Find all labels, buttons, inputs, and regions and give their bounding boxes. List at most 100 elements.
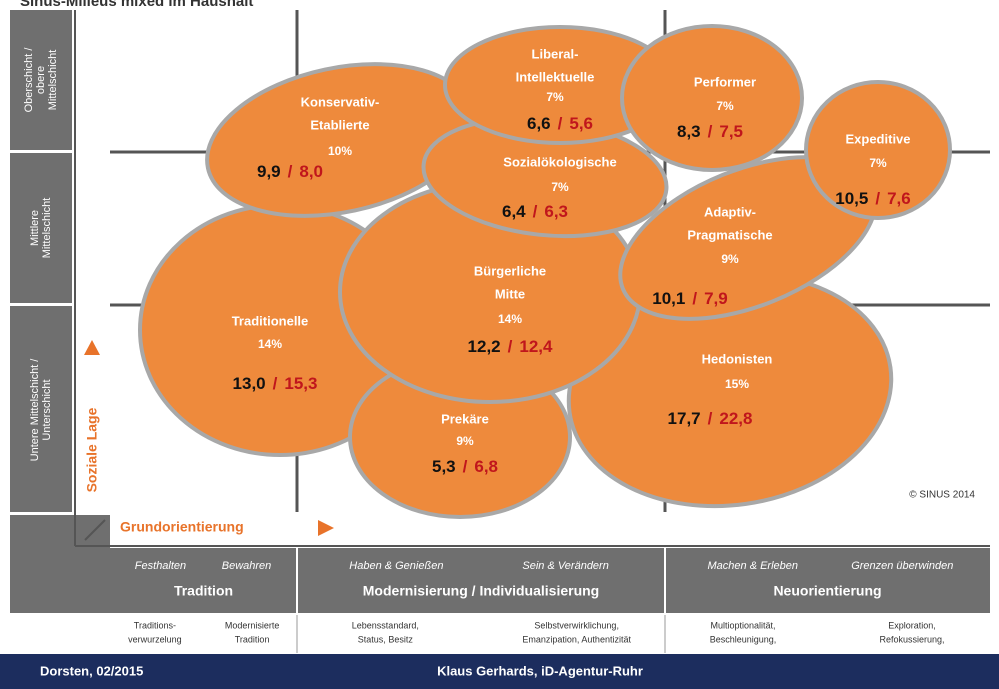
column-note: Emanzipation, Authentizität [522,634,631,644]
column-title: Neuorientierung [773,583,881,599]
milieu-values: 12,2 / 12,4 [468,337,553,356]
column-note: Exploration, [888,620,936,630]
milieu-name: Expeditive [845,131,910,146]
value-b: 6,3 [544,202,568,221]
separator: / [463,457,468,476]
milieu-share: 15% [725,377,749,391]
x-axis-label: Grundorientierung [120,519,244,535]
separator: / [288,162,293,181]
value-a: 10,1 [652,289,685,308]
column-note: verwurzelung [128,634,182,644]
value-b: 6,8 [474,457,498,476]
value-b: 15,3 [284,374,317,393]
milieu-values: 6,4 / 6,3 [502,202,568,221]
row-box [10,153,72,303]
column-note: Lebensstandard, [352,620,419,630]
column-title: Tradition [174,583,233,599]
column-subtitle: Sein & Verändern [522,560,608,572]
column-subtitle: Festhalten [135,560,186,572]
value-b: 5,6 [569,114,593,133]
milieu-values: 17,7 / 22,8 [668,409,753,428]
separator: / [533,202,538,221]
milieu-name: Pragmatische [687,227,772,242]
row-label: MittlereMittelschicht [29,198,53,259]
milieu-ellipse [804,80,952,220]
milieu-values: 10,5 / 7,6 [835,189,910,208]
column-note: Status, Besitz [358,634,414,644]
milieu-name: Etablierte [310,117,369,132]
title: Sinus-Milieus mixed im Haushalt [20,0,253,10]
milieu-name: Prekäre [441,411,489,426]
column-subtitle: Grenzen überwinden [851,560,953,572]
row-label-line: Unterschicht [41,379,53,440]
value-b: 22,8 [719,409,752,428]
milieu-share: 7% [869,156,887,170]
value-a: 6,6 [527,114,551,133]
separator: / [692,289,697,308]
milieu-name: Performer [694,74,756,89]
row-label: Oberschicht /obereMittelschicht [23,47,59,113]
column-note: Modernisierte [225,620,280,630]
row-label-line: Mittlere [29,210,41,246]
value-b: 12,4 [519,337,553,356]
milieu-values: 8,3 / 7,5 [677,122,743,141]
milieu-labels: Traditionelle 14% 13,0 / 15,3 Hedonisten 15% 17… [232,46,911,476]
axis-diagonal [84,519,106,541]
row-label: Untere Mittelschicht /Unterschicht [29,358,53,462]
value-a: 5,3 [432,457,456,476]
milieu-name: Sozialökologische [503,154,616,169]
milieu-values: 6,6 / 5,6 [527,114,593,133]
arrow-right [318,520,334,536]
column-note: Beschleunigung, [710,634,777,644]
row-label-line: obere [35,66,47,94]
milieu-name: Traditionelle [232,313,309,328]
milieu-shapes [138,24,952,519]
bottom-band [110,548,990,613]
milieu-values: 5,3 / 6,8 [432,457,498,476]
milieu-name: Konservativ- [301,94,380,109]
footer-left: Dorsten, 02/2015 [40,663,143,678]
milieu-name: Mitte [495,286,525,301]
footer-center: Klaus Gerhards, iD-Agentur-Ruhr [437,663,643,678]
milieu-name: Liberal- [532,46,579,61]
milieu-share: 7% [716,99,734,113]
milieu-share: 10% [328,144,352,158]
value-a: 17,7 [668,409,701,428]
value-b: 7,9 [704,289,728,308]
separator: / [508,337,513,356]
value-a: 6,4 [502,202,526,221]
column-subtitle: Machen & Erleben [708,560,799,572]
separator: / [273,374,278,393]
milieu-name: Adaptiv- [704,204,756,219]
milieu-values: 10,1 / 7,9 [652,289,727,308]
value-b: 7,6 [887,189,911,208]
texts: Oberschicht /obereMittelschichtMittlereM… [23,47,953,645]
separator: / [875,189,880,208]
value-b: 7,5 [719,122,743,141]
value-a: 10,5 [835,189,868,208]
separator: / [708,122,713,141]
milieu-share: 14% [258,337,282,351]
milieu-share: 9% [456,434,474,448]
row-box [10,306,72,512]
value-b: 8,0 [299,162,323,181]
value-a: 9,9 [257,162,281,181]
footer-bar [0,654,999,689]
copyright: © SINUS 2014 [909,490,975,501]
y-axis-label: Soziale Lage [84,407,100,492]
column-subtitle: Haben & Genießen [349,560,443,572]
value-a: 12,2 [468,337,501,356]
milieu-ellipse [620,24,804,172]
milieu-name: Hedonisten [702,351,773,366]
column-note: Tradition [235,634,270,644]
column-subtitle: Bewahren [222,560,272,572]
milieu-name: Intellektuelle [516,69,595,84]
separator: / [708,409,713,428]
separator: / [558,114,563,133]
row-label-line: Mittelschicht [41,198,53,259]
value-a: 8,3 [677,122,701,141]
arrow-up [84,340,100,355]
column-note: Refokussierung, [879,634,944,644]
row-box [10,10,72,150]
